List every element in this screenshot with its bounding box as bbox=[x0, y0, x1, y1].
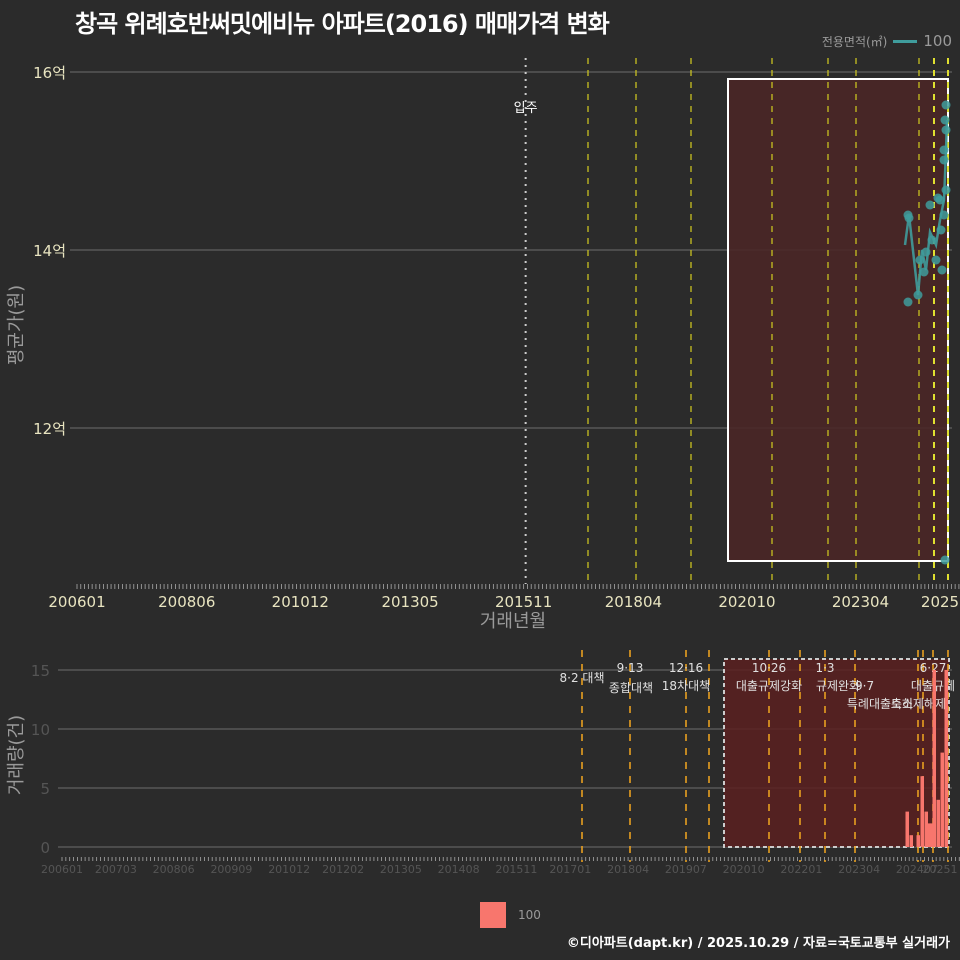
svg-text:202010: 202010 bbox=[718, 593, 775, 611]
svg-text:규제완화: 규제완화 bbox=[816, 679, 860, 693]
svg-text:입주: 입주 bbox=[514, 101, 538, 116]
svg-text:202304: 202304 bbox=[838, 863, 880, 876]
svg-text:202407: 202407 bbox=[896, 863, 938, 876]
legend-title: 전용면적(㎡) bbox=[821, 34, 888, 49]
svg-text:10·26: 10·26 bbox=[752, 661, 786, 675]
legend-value: 100 bbox=[518, 908, 541, 922]
svg-text:201804: 201804 bbox=[607, 863, 649, 876]
svg-text:200806: 200806 bbox=[158, 593, 215, 611]
svg-text:201701: 201701 bbox=[549, 863, 591, 876]
svg-text:201511: 201511 bbox=[495, 593, 552, 611]
svg-text:202010: 202010 bbox=[723, 863, 765, 876]
svg-text:평균가(원): 평균가(원) bbox=[6, 285, 27, 365]
svg-text:200806: 200806 bbox=[153, 863, 195, 876]
svg-text:9·13: 9·13 bbox=[617, 661, 644, 675]
svg-text:0: 0 bbox=[40, 839, 50, 857]
svg-text:9·7: 9·7 bbox=[855, 679, 874, 693]
svg-text:14억: 14억 bbox=[33, 242, 66, 260]
svg-text:200601: 200601 bbox=[41, 863, 83, 876]
svg-text:거래년월: 거래년월 bbox=[480, 611, 546, 632]
svg-text:201202: 201202 bbox=[322, 863, 364, 876]
source-footer: ©디아파트(dapt.kr) / 2025.10.29 / 자료=국토교통부 실… bbox=[566, 936, 950, 951]
svg-text:종합대책: 종합대책 bbox=[609, 680, 653, 695]
legend-swatch-icon bbox=[480, 902, 506, 928]
svg-text:202201: 202201 bbox=[780, 863, 822, 876]
price-chart: 12억 14억 16억 200601 200806 201012 201305 201511 2… bbox=[6, 58, 960, 632]
svg-text:201804: 201804 bbox=[605, 593, 662, 611]
svg-text:대출규제강화: 대출규제강화 bbox=[736, 679, 802, 693]
chart-title: 창곡 위례호반써밋에비뉴 아파트(2016) 매매가격 변화 bbox=[75, 10, 610, 38]
svg-text:201907: 201907 bbox=[665, 863, 707, 876]
svg-text:5: 5 bbox=[40, 780, 50, 798]
svg-text:18차대책: 18차대책 bbox=[662, 678, 710, 693]
svg-text:16억: 16억 bbox=[33, 64, 66, 82]
svg-text:202304: 202304 bbox=[832, 593, 889, 611]
svg-text:201408: 201408 bbox=[438, 863, 480, 876]
svg-text:200909: 200909 bbox=[210, 863, 252, 876]
svg-text:12·16: 12·16 bbox=[669, 661, 703, 675]
svg-text:15: 15 bbox=[31, 662, 50, 680]
svg-text:거래량(건): 거래량(건) bbox=[6, 715, 27, 795]
svg-text:201305: 201305 bbox=[381, 593, 438, 611]
legend-line-icon bbox=[893, 39, 918, 43]
svg-text:20251: 20251 bbox=[923, 863, 958, 876]
svg-text:8·2 대책: 8·2 대책 bbox=[560, 670, 605, 685]
legend-value: 100 bbox=[923, 32, 952, 50]
svg-text:1·3: 1·3 bbox=[815, 661, 834, 675]
svg-text:특례대출축소: 특례대출축소 bbox=[847, 697, 913, 711]
svg-text:6·27: 6·27 bbox=[920, 661, 947, 675]
svg-text:201012: 201012 bbox=[272, 593, 329, 611]
volume-chart: 0 5 10 15 거래량(건) 200601 200703 200806 200909 2010… bbox=[6, 650, 960, 876]
svg-text:200601: 200601 bbox=[48, 593, 105, 611]
svg-text:2025: 2025 bbox=[921, 593, 959, 611]
svg-text:201012: 201012 bbox=[268, 863, 310, 876]
area-legend: 전용면적(㎡) 100 bbox=[822, 32, 952, 50]
svg-text:토허제해제: 토허제해제 bbox=[891, 697, 946, 711]
volume-legend: 100 bbox=[480, 902, 541, 928]
svg-text:12억: 12억 bbox=[33, 420, 66, 438]
svg-text:10: 10 bbox=[31, 721, 50, 739]
svg-text:200703: 200703 bbox=[95, 863, 137, 876]
svg-text:201511: 201511 bbox=[495, 863, 537, 876]
svg-text:201305: 201305 bbox=[380, 863, 422, 876]
